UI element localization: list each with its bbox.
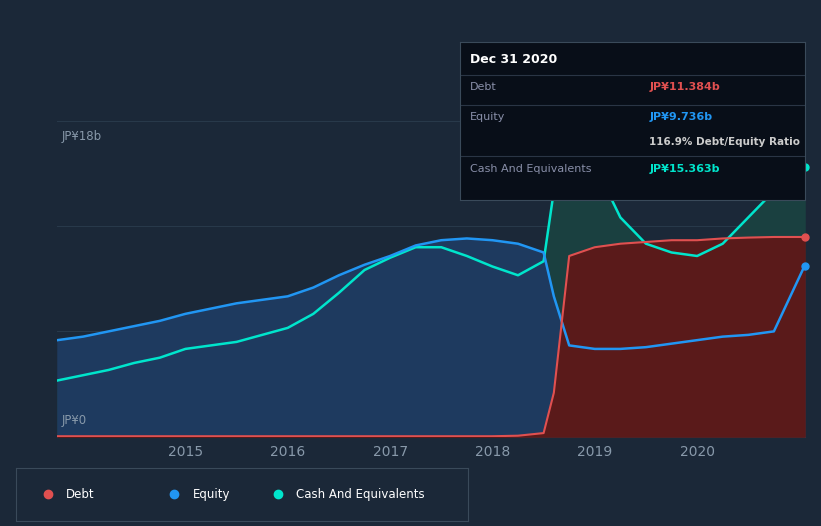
Text: JP¥15.363b: JP¥15.363b <box>649 164 720 174</box>
Text: JP¥18b: JP¥18b <box>62 130 101 144</box>
Text: Equity: Equity <box>193 488 230 501</box>
Text: Debt: Debt <box>67 488 94 501</box>
Text: JP¥11.384b: JP¥11.384b <box>649 82 720 92</box>
Text: JP¥0: JP¥0 <box>62 414 86 427</box>
Text: Dec 31 2020: Dec 31 2020 <box>470 53 557 66</box>
Text: Equity: Equity <box>470 112 506 122</box>
Text: JP¥9.736b: JP¥9.736b <box>649 112 713 122</box>
Text: Cash And Equivalents: Cash And Equivalents <box>470 164 592 174</box>
Text: Cash And Equivalents: Cash And Equivalents <box>296 488 425 501</box>
Text: Debt: Debt <box>470 82 497 92</box>
Text: 116.9% Debt/Equity Ratio: 116.9% Debt/Equity Ratio <box>649 137 800 147</box>
